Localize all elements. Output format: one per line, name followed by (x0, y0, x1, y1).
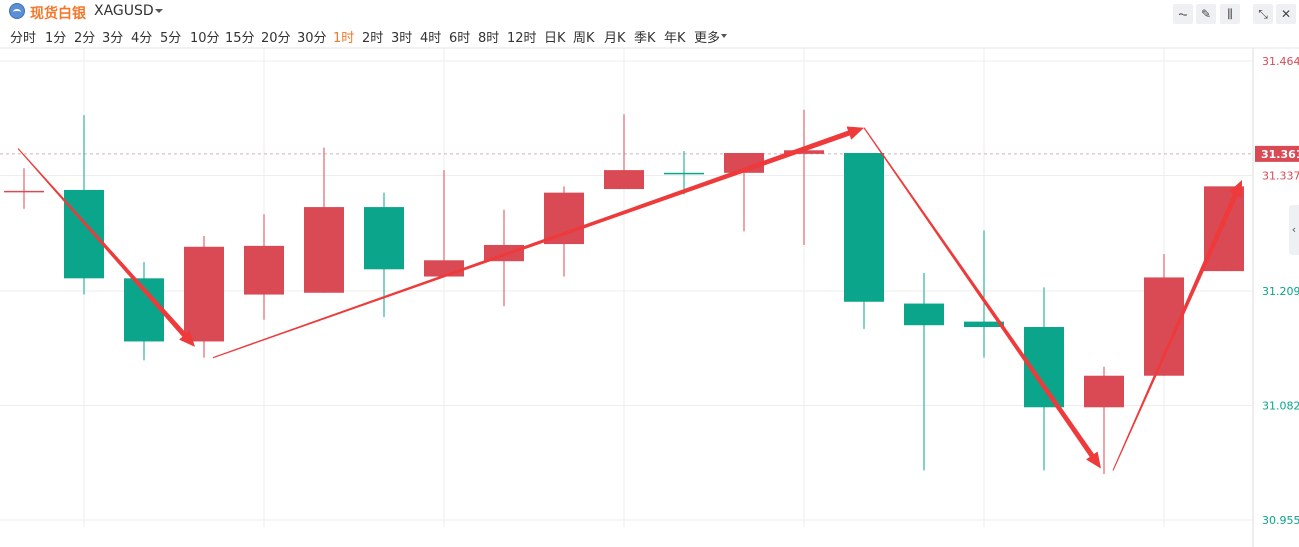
draw-pen-icon[interactable]: ✎ (1196, 4, 1216, 24)
y-tick-label: 30.955 (1262, 514, 1299, 527)
candle-body (544, 192, 584, 245)
period-17[interactable]: 日K (544, 31, 566, 46)
side-panel-toggle-icon[interactable]: ‹ (1289, 205, 1299, 255)
trend-arrow-0 (17, 148, 195, 347)
trend-arrow-2 (863, 127, 1101, 469)
period-22[interactable]: 更多 (694, 31, 721, 46)
y-tick-label: 31.082 (1262, 399, 1299, 412)
silver-logo-icon (9, 3, 25, 19)
period-8[interactable]: 20分 (261, 31, 291, 46)
candle-body (784, 150, 824, 154)
period-20[interactable]: 季K (634, 31, 656, 46)
candle-body (604, 170, 644, 190)
period-9[interactable]: 30分 (297, 31, 327, 46)
candle-body (844, 152, 884, 302)
candle-body (1204, 186, 1244, 272)
period-18[interactable]: 周K (573, 31, 595, 46)
period-7[interactable]: 15分 (225, 31, 255, 46)
period-15[interactable]: 8时 (478, 31, 500, 46)
period-1[interactable]: 1分 (45, 31, 67, 46)
more-dropdown-icon[interactable] (721, 34, 727, 38)
y-tick-label: 31.337 (1262, 170, 1299, 183)
current-price-tag (1255, 145, 1299, 162)
trend-arrow-1 (212, 126, 865, 359)
period-3[interactable]: 3分 (102, 31, 124, 46)
y-tick-label: 31.464 (1262, 55, 1299, 68)
candle-body (964, 321, 1004, 328)
period-16[interactable]: 12时 (507, 31, 537, 46)
instrument-symbol[interactable]: XAGUSD (94, 3, 154, 19)
candle-body (904, 303, 944, 326)
period-21[interactable]: 年K (664, 31, 686, 46)
period-12[interactable]: 3时 (391, 31, 413, 46)
period-19[interactable]: 月K (604, 31, 626, 46)
candle-body (424, 260, 464, 277)
period-2[interactable]: 2分 (74, 31, 96, 46)
symbol-dropdown-icon[interactable] (155, 9, 163, 13)
candle-body (244, 245, 284, 295)
period-selector: 分时 1分 2分 3分 4分 5分 10分 15分 20分 30分 1时 2时 3时 4时 6时 8时 12时日… (0, 27, 760, 46)
period-6[interactable]: 10分 (190, 31, 220, 46)
candle-body (4, 190, 44, 193)
y-tick-label: 31.209 (1262, 285, 1299, 298)
period-10[interactable]: 1时 (333, 31, 355, 46)
period-11[interactable]: 2时 (362, 31, 384, 46)
current-price-label: 31.361 (1261, 148, 1299, 161)
period-5[interactable]: 5分 (160, 31, 182, 46)
period-13[interactable]: 4时 (420, 31, 442, 46)
candle-body (1084, 375, 1124, 408)
period-0[interactable]: 分时 (10, 31, 37, 46)
period-4[interactable]: 4分 (131, 31, 153, 46)
candle-body (64, 189, 104, 279)
trend-arrow-3 (1112, 180, 1242, 471)
candlestick-icon[interactable]: ⫼ (1220, 4, 1240, 24)
line-chart-icon[interactable]: ⏦ (1173, 4, 1193, 24)
instrument-title[interactable]: 现货白银 (30, 6, 86, 22)
period-14[interactable]: 6时 (449, 31, 471, 46)
collapse-arrows-icon[interactable]: ⤡ (1253, 4, 1273, 24)
candle-body (364, 207, 404, 270)
candle-body (184, 246, 224, 342)
candle-body (304, 207, 344, 293)
chart-header: 现货白银 XAGUSD (0, 0, 1299, 24)
candle-body (664, 172, 704, 175)
close-icon[interactable]: ✕ (1276, 4, 1296, 24)
